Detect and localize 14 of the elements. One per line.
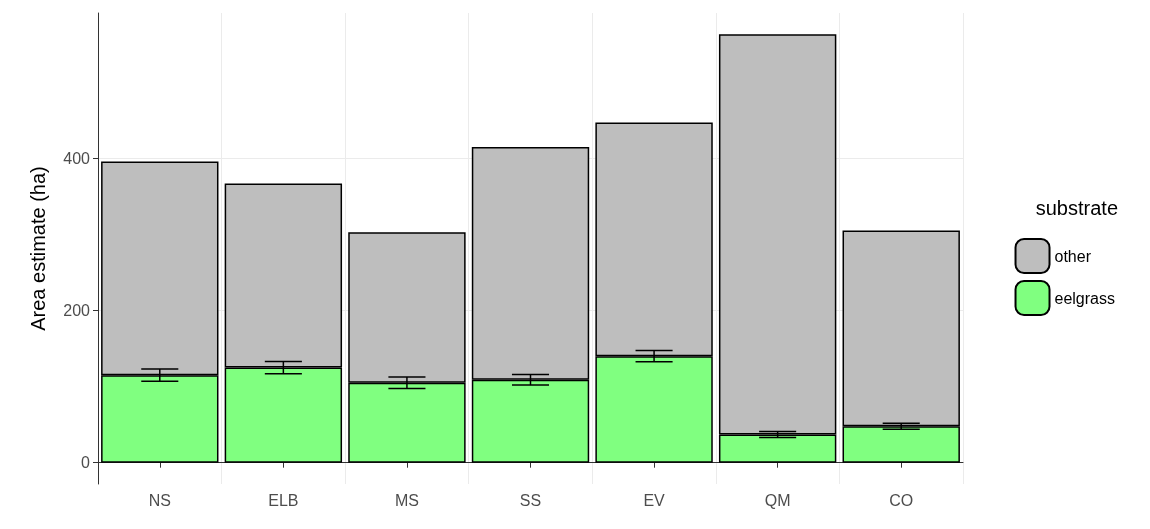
y-axis-title: Area estimate (ha) <box>27 166 49 331</box>
legend-label: other <box>1054 247 1092 265</box>
legend-title: substrate <box>1035 197 1118 219</box>
y-tick-label: 200 <box>63 302 91 320</box>
legend-label: eelgrass <box>1054 289 1116 307</box>
y-tick-label: 0 <box>81 454 91 472</box>
x-tick-label: MS <box>394 491 419 509</box>
x-tick-label: NS <box>148 491 171 509</box>
y-tick-label: 400 <box>63 149 91 167</box>
x-tick-label: ELB <box>268 491 299 509</box>
x-tick-label: SS <box>519 491 542 509</box>
x-tick-label: CO <box>889 491 914 509</box>
x-tick-label: EV <box>643 491 666 509</box>
x-tick-label: QM <box>764 491 791 509</box>
